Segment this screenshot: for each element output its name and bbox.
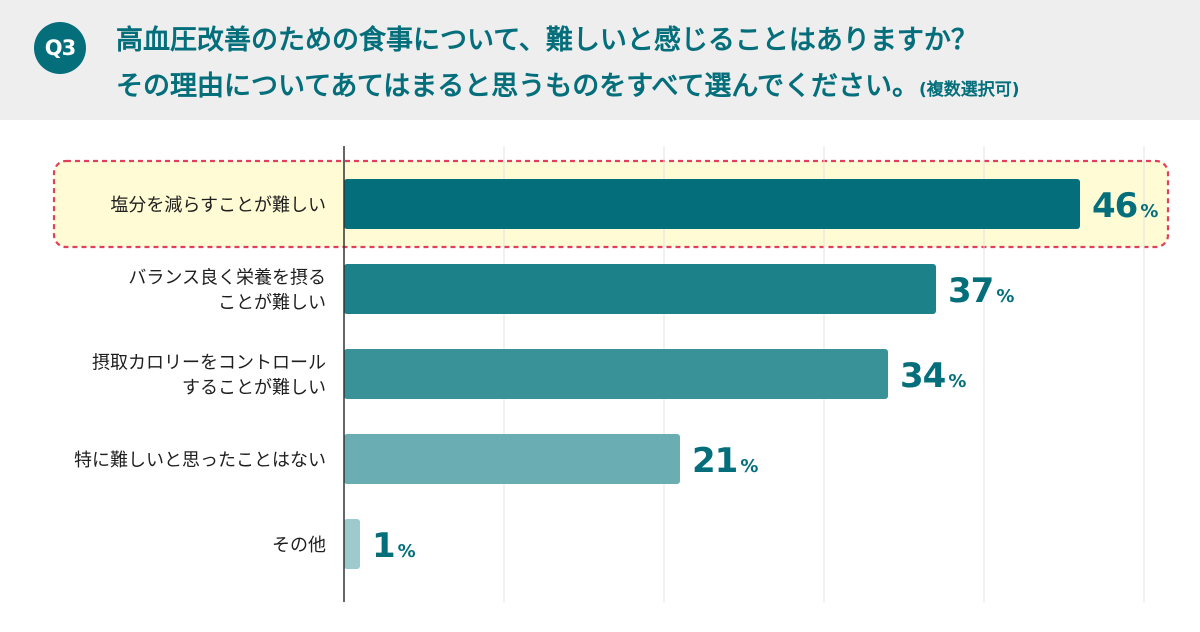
value-label: 1% <box>372 526 416 566</box>
bar <box>344 349 888 399</box>
bar <box>344 264 936 314</box>
question-title-line2-text: その理由についてあてはまると思うものをすべて選んでください。 <box>116 71 919 102</box>
bar <box>344 434 680 484</box>
category-label: ことが難しい <box>218 293 326 314</box>
question-number-badge: Q3 <box>34 22 86 74</box>
bar-chart: 塩分を減らすことが難しい 46% バランス良く栄養を摂ることが難しい 37% 摂取カロリ… <box>0 120 1200 628</box>
category-label: バランス良く栄養を摂る <box>128 268 326 289</box>
question-multi-select-note: (複数選択可) <box>918 80 1020 100</box>
category-label: 塩分を減らすことが難しい <box>110 195 326 216</box>
bar <box>344 519 360 569</box>
category-label: 摂取カロリーをコントロール <box>92 353 326 374</box>
value-label: 21% <box>692 441 758 481</box>
category-label: することが難しい <box>182 378 326 399</box>
question-title-line1: 高血圧改善のための食事について、難しいと感じることはありますか？ <box>116 25 978 56</box>
value-label: 34% <box>900 356 966 396</box>
question-title-line2: その理由についてあてはまると思うものをすべて選んでください。(複数選択可) <box>116 64 1020 103</box>
category-label: 特に難しいと思ったことはない <box>74 450 326 471</box>
value-label: 46% <box>1092 186 1158 226</box>
bar <box>344 179 1080 229</box>
category-label: その他 <box>272 535 326 556</box>
value-label: 37% <box>948 271 1014 311</box>
question-header: Q3 高血圧改善のための食事について、難しいと感じることはありますか？ その理由… <box>0 0 1200 120</box>
